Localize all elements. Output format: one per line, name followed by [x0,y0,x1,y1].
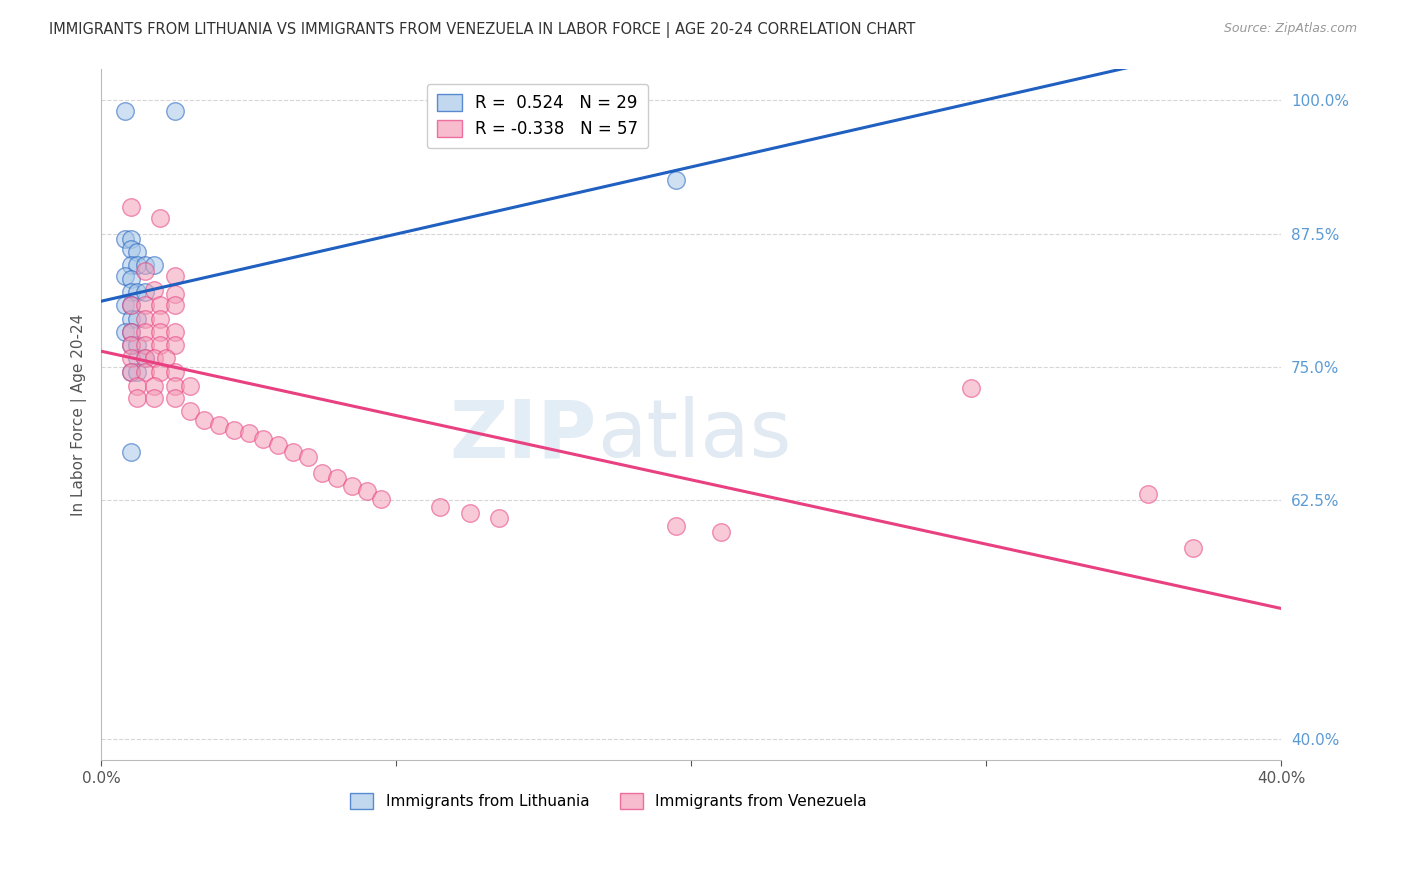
Point [120,351,142,365]
Point [163,392,186,406]
Point [134,351,156,365]
Point [1181,541,1204,555]
Point [125,244,148,259]
Point [149,365,172,379]
Point [193,413,215,427]
Point [326,471,349,485]
Point [120,444,142,458]
Point [143,378,166,392]
Point [665,519,688,533]
Point [120,326,142,340]
Point [125,365,148,379]
Point [120,259,142,273]
Point [179,404,201,418]
Point [311,466,333,480]
Legend: Immigrants from Lithuania, Immigrants from Venezuela: Immigrants from Lithuania, Immigrants fr… [344,787,873,815]
Point [1137,487,1160,501]
Point [120,298,142,312]
Point [238,425,260,440]
Point [134,259,156,273]
Point [297,450,319,464]
Point [163,338,186,352]
Point [163,269,186,284]
Point [134,365,156,379]
Text: IMMIGRANTS FROM LITHUANIA VS IMMIGRANTS FROM VENEZUELA IN LABOR FORCE | AGE 20-2: IMMIGRANTS FROM LITHUANIA VS IMMIGRANTS … [49,22,915,38]
Point [134,338,156,352]
Point [120,338,142,352]
Point [114,298,136,312]
Point [267,438,290,452]
Point [179,378,201,392]
Text: ZIP: ZIP [450,396,596,475]
Point [163,104,186,119]
Text: Source: ZipAtlas.com: Source: ZipAtlas.com [1223,22,1357,36]
Point [114,269,136,284]
Point [134,326,156,340]
Point [125,259,148,273]
Point [120,285,142,299]
Point [125,285,148,299]
Point [125,338,148,352]
Point [120,326,142,340]
Point [252,432,274,446]
Point [458,507,481,521]
Point [163,298,186,312]
Point [120,298,142,312]
Point [134,264,156,278]
Point [163,287,186,301]
Point [134,311,156,326]
Point [134,298,156,312]
Point [488,510,510,524]
Point [281,444,304,458]
Point [134,351,156,365]
Point [149,338,172,352]
Point [163,378,186,392]
Point [149,311,172,326]
Point [356,484,378,499]
Point [710,524,733,539]
Point [125,392,148,406]
Point [125,378,148,392]
Point [120,200,142,214]
Point [208,418,231,433]
Point [222,424,245,438]
Point [665,173,688,187]
Point [143,283,166,297]
Point [120,338,142,352]
Point [120,365,142,379]
Point [143,259,166,273]
Point [429,500,451,514]
Point [125,351,148,365]
Point [125,311,148,326]
Point [134,285,156,299]
Point [149,326,172,340]
Point [370,491,392,506]
Point [149,298,172,312]
Point [114,104,136,119]
Point [163,365,186,379]
Point [960,381,983,395]
Point [149,211,172,225]
Point [120,365,142,379]
Point [114,232,136,246]
Text: atlas: atlas [596,396,792,475]
Point [340,479,363,493]
Point [114,326,136,340]
Point [120,311,142,326]
Point [120,243,142,257]
Point [155,351,177,365]
Point [120,232,142,246]
Point [163,326,186,340]
Point [143,392,166,406]
Point [120,272,142,286]
Y-axis label: In Labor Force | Age 20-24: In Labor Force | Age 20-24 [72,313,87,516]
Point [143,351,166,365]
